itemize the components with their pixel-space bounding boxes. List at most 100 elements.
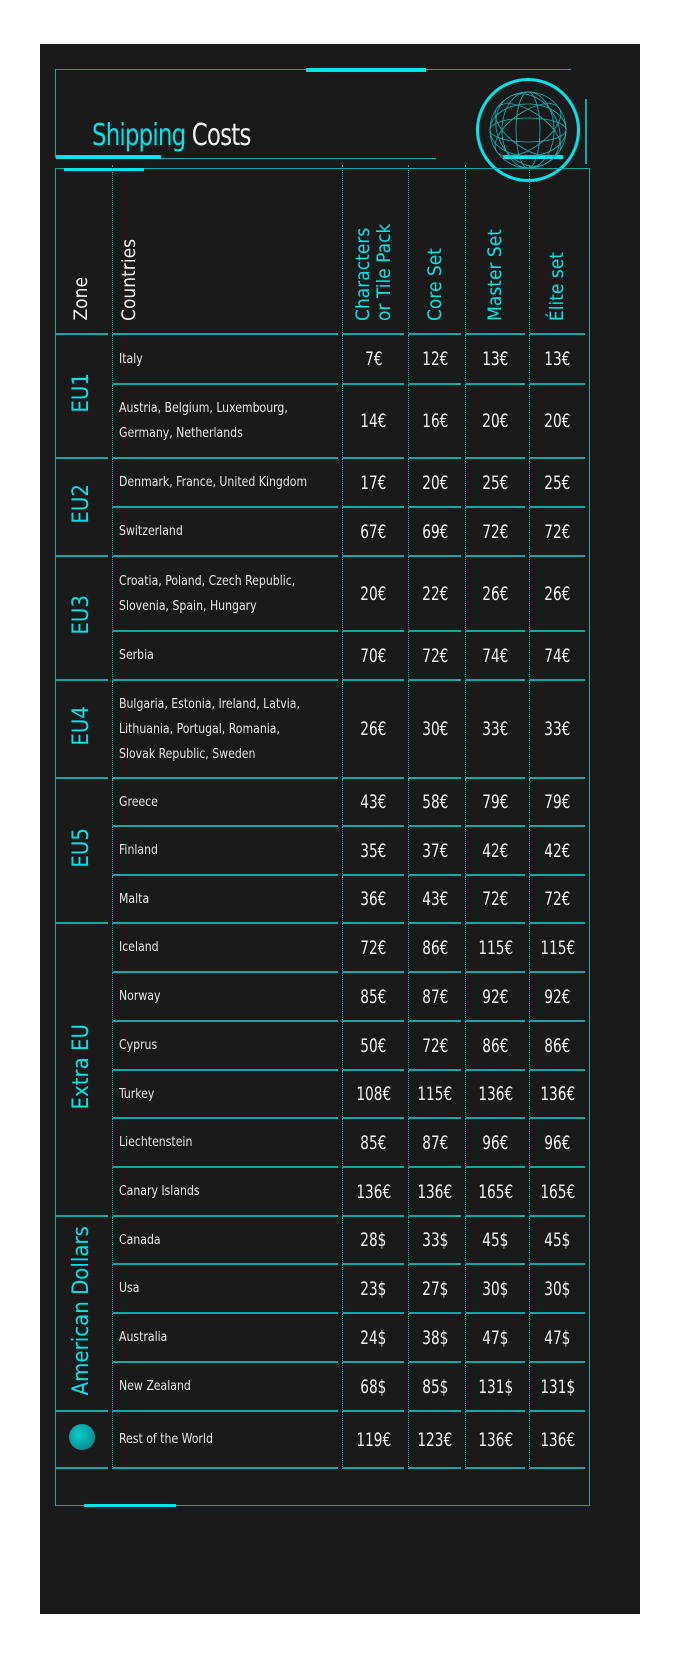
price-value: 26€ (360, 718, 387, 740)
zone-label: Extra EU (69, 1023, 94, 1110)
price-cell: 36€ (342, 876, 404, 924)
price-cell: 25€ (465, 459, 525, 508)
price-cell: 86€ (529, 1022, 585, 1071)
table-row: Serbia 70€ 72€ 74€ 74€ (55, 632, 585, 681)
price-value: 35€ (360, 839, 387, 862)
price-cell: 136€ (342, 1168, 404, 1217)
price-cell: 96€ (465, 1119, 525, 1168)
price-value: 115€ (540, 936, 575, 959)
header-frame: Shipping Costs (55, 68, 580, 182)
price-value: 119€ (356, 1428, 391, 1451)
price-cell: 20€ (529, 385, 585, 459)
price-cell: 87€ (408, 973, 461, 1022)
price-cell: 47$ (465, 1314, 525, 1363)
price-cell: 45$ (465, 1217, 525, 1265)
price-cell: 136€ (465, 1412, 525, 1469)
price-cell: 20€ (408, 459, 461, 508)
price-cell: 136€ (408, 1168, 461, 1217)
price-cell: 115€ (408, 1071, 461, 1119)
price-value: 72€ (482, 520, 509, 543)
table-row: Canary Islands 136€ 136€ 165€ 165€ (55, 1168, 585, 1217)
table-row: Extra EU Iceland 72€ 86€ 115€ 115€ (55, 924, 585, 1217)
globe-icon (68, 1423, 95, 1450)
table-row: Finland 35€ 37€ 42€ 42€ (55, 827, 585, 876)
price-value: 72€ (544, 888, 571, 910)
price-cell: 70€ (342, 632, 404, 681)
table-frame (55, 168, 590, 1507)
price-cell: 33€ (465, 681, 525, 779)
price-value: 74€ (544, 644, 571, 667)
price-cell: 17€ (342, 459, 404, 508)
price-value: 33€ (544, 718, 571, 740)
price-cell: 16€ (408, 385, 461, 459)
zone-label: EU5 (69, 827, 94, 868)
countries-text: Malta (119, 890, 150, 907)
zone-cell: EU4 (55, 681, 108, 779)
price-value: 28$ (360, 1229, 387, 1251)
price-cell: 92€ (529, 973, 585, 1022)
price-value: 24$ (360, 1326, 387, 1349)
price-cell: 74€ (529, 632, 585, 681)
countries-text: Liechtenstein (119, 1134, 193, 1150)
countries-cell: Turkey (112, 1071, 338, 1119)
price-cell: 79€ (465, 779, 525, 827)
zone-label: EU3 (69, 595, 94, 635)
price-value: 20€ (482, 410, 509, 432)
price-value: 85€ (360, 1131, 387, 1154)
price-value: 67€ (360, 520, 387, 543)
title-main: Costs (191, 118, 252, 153)
price-value: 47$ (544, 1326, 571, 1349)
price-cell: 24$ (342, 1314, 404, 1363)
countries-text: Rest of the World (119, 1431, 213, 1447)
zone-label: EU1 (69, 373, 94, 413)
countries-text: Greece (119, 793, 158, 810)
price-cell: 72€ (465, 508, 525, 557)
price-cell: 165€ (465, 1168, 525, 1217)
shipping-table: Zone Countries Characters or Tile Pack C… (51, 165, 589, 1469)
price-value: 92€ (544, 985, 571, 1008)
price-cell: 85€ (342, 973, 404, 1022)
price-value: 50€ (360, 1034, 387, 1057)
zone-cell: EU1 (55, 335, 108, 459)
zone-label: EU2 (69, 484, 94, 524)
countries-cell: Usa (112, 1265, 338, 1314)
countries-cell: New Zealand (112, 1363, 338, 1412)
price-cell: 87€ (408, 1119, 461, 1168)
price-value: 69€ (421, 520, 449, 543)
price-cell: 115€ (529, 924, 585, 973)
countries-text: Norway (119, 988, 161, 1004)
table-row: Usa 23$ 27$ 30$ 30$ (55, 1265, 585, 1314)
price-value: 43€ (360, 791, 387, 813)
price-value: 92€ (482, 985, 509, 1008)
header-core-set: Core Set (408, 165, 461, 335)
price-cell: 79€ (529, 779, 585, 827)
price-cell: 119€ (342, 1412, 404, 1469)
zone-cell: American Dollars (55, 1217, 108, 1412)
table-row: Austria, Belgium, Luxembourg, Germany, N… (55, 385, 585, 459)
page-title: Shipping Costs (92, 118, 252, 153)
price-value: 30€ (421, 718, 449, 740)
price-value: 79€ (482, 791, 509, 813)
price-cell: 20€ (342, 557, 404, 632)
countries-cell: Norway (112, 973, 338, 1022)
table-row: Switzerland 67€ 69€ 72€ 72€ (55, 508, 585, 557)
countries-text: Turkey (119, 1085, 155, 1102)
price-value: 23$ (360, 1277, 387, 1300)
price-cell: 43€ (342, 779, 404, 827)
price-value: 27$ (421, 1277, 449, 1300)
price-cell: 50€ (342, 1022, 404, 1071)
table-row: Norway 85€ 87€ 92€ 92€ (55, 973, 585, 1022)
price-value: 42€ (544, 839, 571, 862)
price-value: 43€ (421, 888, 449, 910)
price-cell: 72€ (408, 1022, 461, 1071)
price-cell: 72€ (408, 632, 461, 681)
zone-cell: EU3 (55, 557, 108, 681)
price-value: 33€ (482, 718, 509, 740)
price-value: 17€ (360, 471, 387, 494)
zone-cell: EU5 (55, 779, 108, 924)
price-value: 72€ (482, 888, 509, 910)
price-value: 131$ (540, 1375, 575, 1398)
countries-cell: Finland (112, 827, 338, 876)
price-value: 74€ (482, 644, 509, 667)
price-value: 136€ (478, 1083, 513, 1105)
